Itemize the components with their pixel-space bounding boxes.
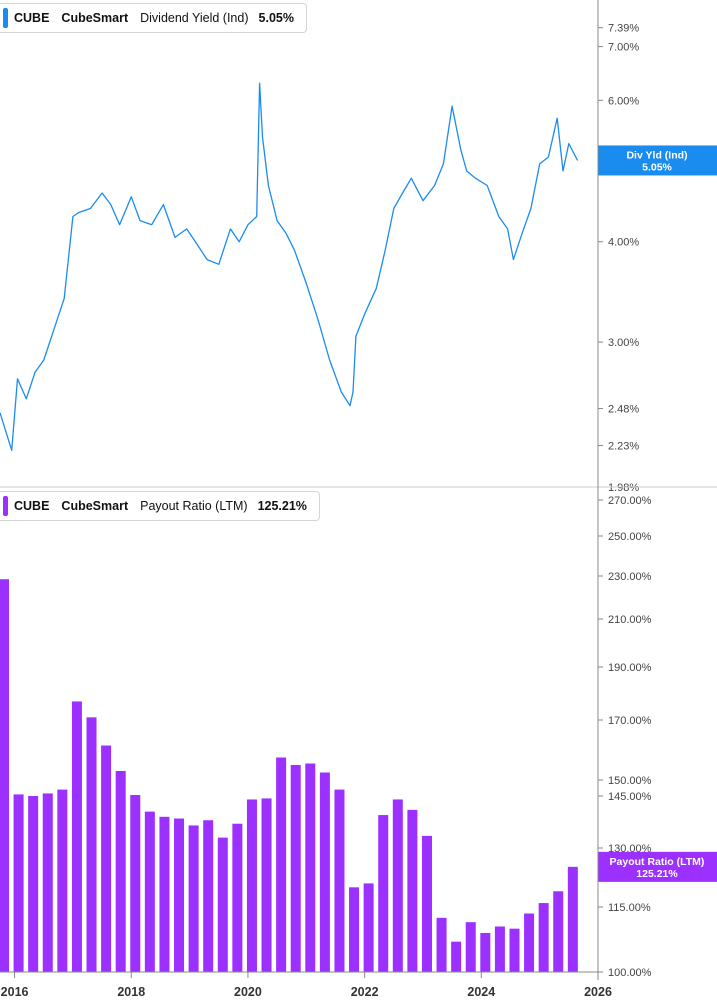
payout-ratio-bar	[203, 820, 214, 972]
y-tick-label: 115.00%	[608, 902, 651, 914]
y-tick-label: 1.98%	[608, 482, 639, 494]
payout-ratio-bar	[319, 772, 330, 972]
y-tick-label: 270.00%	[608, 495, 652, 507]
metric-value: 125.21%	[257, 499, 307, 513]
payout-ratio-bar	[334, 789, 345, 972]
payout-ratio-bar	[509, 928, 520, 972]
end-value-badge	[598, 145, 717, 176]
metric-value: 5.05%	[258, 11, 294, 25]
time-axis: 2016 2018 2020 2022 2024 2026	[0, 971, 612, 999]
payout-ratio-bar	[261, 798, 272, 972]
payout-ratio-bar	[86, 717, 97, 972]
payout-ratio-bar	[42, 793, 53, 972]
y-tick-label: 2.48%	[608, 403, 639, 415]
payout-ratio-bar	[378, 815, 389, 972]
payout-ratio-bar	[144, 811, 155, 972]
payout-ratio-bar	[494, 926, 505, 972]
y-tick-label: 4.00%	[608, 237, 639, 249]
y-tick-label: 2.23%	[608, 441, 639, 453]
payout-ratio-bar	[217, 837, 228, 972]
line-swatch-icon	[3, 8, 8, 28]
payout-ratio-bar	[567, 866, 578, 972]
x-tick-label: 2024	[467, 985, 495, 999]
badge-label: Div Yld (Ind)	[626, 149, 687, 161]
payout-ratio-bar	[174, 818, 185, 972]
payout-ratio-bar	[305, 763, 316, 972]
payout-ratio-bar	[524, 913, 535, 972]
y-tick-label: 210.00%	[608, 614, 652, 626]
x-tick-label: 2018	[117, 985, 145, 999]
y-tick-label: 3.00%	[608, 337, 639, 349]
x-tick-label: 2016	[1, 985, 29, 999]
metric-name: Payout Ratio (LTM)	[140, 499, 248, 513]
payout-ratio-bar	[451, 941, 462, 972]
payout-ratio-bar	[71, 701, 82, 972]
payout-ratio-bar	[363, 883, 374, 972]
payout-ratio-bar	[349, 887, 360, 972]
payout-ratio-bar	[246, 799, 257, 972]
x-tick-label: 2026	[584, 985, 612, 999]
y-tick-label: 250.00%	[608, 531, 652, 543]
payout-ratio-bar	[538, 903, 549, 972]
badge-value: 5.05%	[642, 161, 672, 173]
payout-ratio-bar	[421, 835, 432, 972]
badge-value: 125.21%	[636, 868, 678, 880]
company-name: CubeSmart	[61, 499, 129, 513]
company-name: CubeSmart	[61, 11, 129, 25]
payout-ratio-bar	[276, 757, 287, 972]
bar-swatch-icon	[3, 496, 8, 516]
payout-ratio-panel: 100.00%115.00%130.00%145.00%150.00%170.0…	[0, 495, 717, 979]
y-tick-label: 7.39%	[608, 23, 639, 35]
dividend-yield-line	[0, 82, 579, 451]
end-value-badge	[598, 851, 717, 882]
payout-ratio-bar	[553, 891, 564, 972]
y-tick-label: 170.00%	[608, 715, 652, 727]
badge-label: Payout Ratio (LTM)	[610, 856, 705, 868]
payout-ratio-bar	[480, 933, 491, 972]
payout-ratio-bar	[407, 809, 418, 972]
payout-ratio-bar	[0, 579, 9, 972]
payout-ratio-bar	[290, 765, 301, 972]
y-tick-label: 6.00%	[608, 95, 639, 107]
metric-name: Dividend Yield (Ind)	[140, 11, 249, 25]
payout-ratio-bar	[188, 825, 199, 972]
y-tick-label: 190.00%	[608, 662, 652, 674]
payout-ratio-bar	[159, 816, 170, 972]
payout-ratio-bar	[13, 794, 24, 972]
payout-ratio-bar	[232, 823, 243, 972]
y-tick-label: 7.00%	[608, 42, 639, 54]
dividend-yield-legend[interactable]: CUBE CubeSmart Dividend Yield (Ind) 5.05…	[0, 3, 307, 33]
payout-ratio-bar	[392, 799, 403, 972]
payout-ratio-bar	[101, 745, 112, 972]
y-tick-label: 100.00%	[608, 967, 652, 979]
y-tick-label: 230.00%	[608, 571, 652, 583]
x-tick-label: 2022	[351, 985, 379, 999]
x-tick-label: 2020	[234, 985, 262, 999]
ticker-symbol: CUBE	[14, 11, 50, 25]
y-tick-label: 150.00%	[608, 775, 652, 787]
payout-ratio-bar	[130, 795, 141, 972]
y-tick-label: 145.00%	[608, 791, 652, 803]
payout-ratio-bar	[436, 917, 447, 972]
ticker-symbol: CUBE	[14, 499, 50, 513]
payout-ratio-bar	[57, 789, 68, 972]
dividend-yield-panel: 7.39%7.00%6.00%5.00%4.00%3.00%2.48%2.23%…	[0, 23, 717, 494]
payout-ratio-legend[interactable]: CUBE CubeSmart Payout Ratio (LTM) 125.21…	[0, 491, 320, 521]
payout-ratio-bar	[115, 771, 126, 972]
payout-ratio-bar	[465, 922, 476, 972]
payout-ratio-bar	[28, 796, 39, 972]
